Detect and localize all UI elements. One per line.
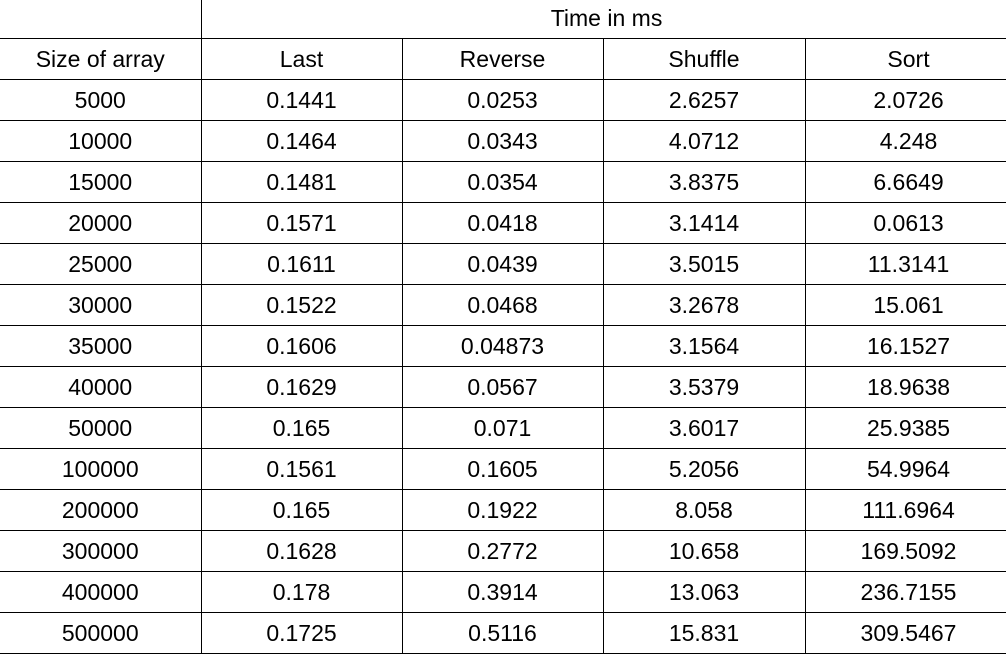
cell-shuffle: 2.6257 (602, 79, 806, 121)
cell-shuffle: 3.6017 (602, 407, 806, 449)
cell-sort: 6.6649 (804, 161, 1006, 203)
cell-sort: 169.5092 (804, 530, 1006, 572)
cell-last: 0.1464 (200, 120, 403, 162)
cell-sort: 54.9964 (804, 448, 1006, 490)
table-row: 15000 0.1481 0.0354 3.8375 6.6649 (0, 161, 1006, 203)
cell-size: 15000 (0, 161, 202, 203)
cell-sort: 0.0613 (804, 202, 1006, 244)
cell-shuffle: 10.658 (602, 530, 806, 572)
cell-shuffle: 3.1564 (602, 325, 806, 367)
table-row: 50000 0.165 0.071 3.6017 25.9385 (0, 407, 1006, 449)
cell-reverse: 0.0468 (401, 284, 604, 326)
cell-size: 30000 (0, 284, 202, 326)
cell-size: 50000 (0, 407, 202, 449)
table-row: 25000 0.1611 0.0439 3.5015 11.3141 (0, 243, 1006, 285)
cell-size: 300000 (0, 530, 202, 572)
table-row: 40000 0.1629 0.0567 3.5379 18.9638 (0, 366, 1006, 408)
cell-size: 5000 (0, 79, 202, 121)
table-row: 100000 0.1561 0.1605 5.2056 54.9964 (0, 448, 1006, 490)
cell-shuffle: 8.058 (602, 489, 806, 531)
cell-size: 500000 (0, 612, 202, 654)
cell-reverse: 0.0439 (401, 243, 604, 285)
cell-reverse: 0.1922 (401, 489, 604, 531)
cell-reverse: 0.0567 (401, 366, 604, 408)
cell-last: 0.1571 (200, 202, 403, 244)
cell-sort: 111.6964 (804, 489, 1006, 531)
cell-size: 40000 (0, 366, 202, 408)
column-header-shuffle: Shuffle (602, 38, 806, 80)
cell-reverse: 0.071 (401, 407, 604, 449)
cell-last: 0.1606 (200, 325, 403, 367)
cell-reverse: 0.3914 (401, 571, 604, 613)
cell-reverse: 0.0418 (401, 202, 604, 244)
table-row: 300000 0.1628 0.2772 10.658 169.5092 (0, 530, 1006, 572)
cell-reverse: 0.2772 (401, 530, 604, 572)
cell-last: 0.1628 (200, 530, 403, 572)
cell-last: 0.165 (200, 407, 403, 449)
column-header-last: Last (200, 38, 403, 80)
cell-shuffle: 3.5379 (602, 366, 806, 408)
column-header-sort: Sort (804, 38, 1006, 80)
table-row: 30000 0.1522 0.0468 3.2678 15.061 (0, 284, 1006, 326)
cell-sort: 2.0726 (804, 79, 1006, 121)
cell-shuffle: 3.1414 (602, 202, 806, 244)
column-header-row: Size of array Last Reverse Shuffle Sort (0, 38, 1006, 80)
cell-size: 25000 (0, 243, 202, 285)
cell-sort: 309.5467 (804, 612, 1006, 654)
cell-size: 100000 (0, 448, 202, 490)
cell-reverse: 0.5116 (401, 612, 604, 654)
cell-shuffle: 3.8375 (602, 161, 806, 203)
corner-cell (0, 0, 202, 39)
table-row: 10000 0.1464 0.0343 4.0712 4.248 (0, 120, 1006, 162)
cell-last: 0.1561 (200, 448, 403, 490)
column-header-reverse: Reverse (401, 38, 604, 80)
table-row: 5000 0.1441 0.0253 2.6257 2.0726 (0, 79, 1006, 121)
cell-last: 0.1522 (200, 284, 403, 326)
cell-last: 0.178 (200, 571, 403, 613)
cell-sort: 16.1527 (804, 325, 1006, 367)
cell-shuffle: 5.2056 (602, 448, 806, 490)
cell-last: 0.1481 (200, 161, 403, 203)
cell-reverse: 0.04873 (401, 325, 604, 367)
table-row: 20000 0.1571 0.0418 3.1414 0.0613 (0, 202, 1006, 244)
table-body: Time in ms Size of array Last Reverse Sh… (0, 0, 1006, 654)
cell-reverse: 0.0343 (401, 120, 604, 162)
cell-shuffle: 3.2678 (602, 284, 806, 326)
cell-size: 20000 (0, 202, 202, 244)
cell-last: 0.1441 (200, 79, 403, 121)
table-row: 35000 0.1606 0.04873 3.1564 16.1527 (0, 325, 1006, 367)
table-row: 400000 0.178 0.3914 13.063 236.7155 (0, 571, 1006, 613)
cell-sort: 18.9638 (804, 366, 1006, 408)
table-row: 200000 0.165 0.1922 8.058 111.6964 (0, 489, 1006, 531)
cell-reverse: 0.0354 (401, 161, 604, 203)
group-header-row: Time in ms (0, 0, 1006, 39)
cell-last: 0.165 (200, 489, 403, 531)
cell-shuffle: 15.831 (602, 612, 806, 654)
cell-size: 35000 (0, 325, 202, 367)
cell-sort: 4.248 (804, 120, 1006, 162)
cell-size: 400000 (0, 571, 202, 613)
cell-shuffle: 4.0712 (602, 120, 806, 162)
cell-sort: 236.7155 (804, 571, 1006, 613)
cell-sort: 11.3141 (804, 243, 1006, 285)
column-header-size: Size of array (0, 38, 202, 80)
cell-reverse: 0.1605 (401, 448, 604, 490)
timing-table: Time in ms Size of array Last Reverse Sh… (0, 0, 1006, 654)
cell-size: 10000 (0, 120, 202, 162)
table-row: 500000 0.1725 0.5116 15.831 309.5467 (0, 612, 1006, 654)
cell-sort: 25.9385 (804, 407, 1006, 449)
time-group-header: Time in ms (200, 0, 1006, 39)
cell-shuffle: 3.5015 (602, 243, 806, 285)
cell-last: 0.1629 (200, 366, 403, 408)
cell-sort: 15.061 (804, 284, 1006, 326)
cell-shuffle: 13.063 (602, 571, 806, 613)
cell-last: 0.1725 (200, 612, 403, 654)
cell-last: 0.1611 (200, 243, 403, 285)
cell-reverse: 0.0253 (401, 79, 604, 121)
cell-size: 200000 (0, 489, 202, 531)
